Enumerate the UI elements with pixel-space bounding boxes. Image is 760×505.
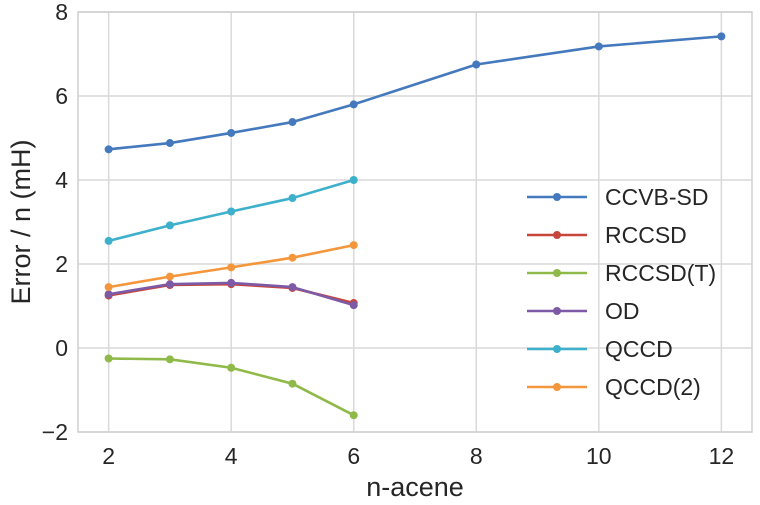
x-tick-label: 12 bbox=[709, 443, 735, 469]
data-point bbox=[227, 278, 236, 287]
x-tick-label: 10 bbox=[586, 443, 612, 469]
data-point bbox=[165, 139, 174, 148]
legend-entry: RCCSD(T) bbox=[527, 260, 716, 286]
legend-entry: QCCD(2) bbox=[527, 374, 701, 400]
series-rccsd-t bbox=[104, 354, 358, 420]
plot-frame bbox=[77, 11, 753, 433]
data-point bbox=[104, 283, 113, 292]
y-tick-labels: −2 0 2 4 6 8 bbox=[42, 0, 68, 445]
series-qccd bbox=[104, 176, 358, 245]
x-axis-label: n-acene bbox=[366, 472, 464, 500]
data-point bbox=[227, 207, 236, 216]
data-point bbox=[349, 301, 358, 310]
series-ccvb-sd bbox=[104, 32, 726, 154]
y-tick-label: 0 bbox=[55, 335, 68, 361]
data-point bbox=[288, 253, 297, 262]
y-tick-label: 2 bbox=[55, 251, 68, 277]
y-tick-label: −2 bbox=[42, 419, 68, 445]
x-tick-labels: 2 4 6 8 10 12 bbox=[102, 443, 734, 469]
series-layer bbox=[104, 32, 726, 420]
data-point bbox=[349, 411, 358, 420]
data-point bbox=[288, 118, 297, 127]
data-point bbox=[472, 60, 481, 69]
legend-swatch-marker bbox=[553, 269, 561, 277]
series-line bbox=[108, 35, 722, 151]
data-point bbox=[165, 280, 174, 289]
data-point bbox=[227, 263, 236, 272]
x-tick-label: 2 bbox=[102, 443, 115, 469]
y-axis-label: Error / n (mH) bbox=[6, 140, 36, 305]
x-tick-label: 6 bbox=[347, 443, 360, 469]
data-point bbox=[594, 42, 603, 51]
legend-entry: CCVB-SD bbox=[527, 184, 709, 210]
data-point bbox=[165, 221, 174, 230]
data-point bbox=[104, 290, 113, 299]
data-point bbox=[104, 145, 113, 154]
x-tick-label: 4 bbox=[225, 443, 238, 469]
y-tick-label: 6 bbox=[55, 83, 68, 109]
data-point bbox=[717, 32, 726, 41]
legend-swatch-marker bbox=[553, 307, 561, 315]
series-qccd-2 bbox=[104, 241, 358, 292]
data-point bbox=[288, 194, 297, 203]
legend-swatch-marker bbox=[553, 383, 561, 391]
data-point bbox=[227, 363, 236, 372]
legend-label: RCCSD bbox=[605, 222, 687, 248]
legend: CCVB-SD RCCSD RCCSD(T) OD QCCD QCCD(2) bbox=[527, 184, 716, 400]
legend-entry: OD bbox=[527, 298, 640, 324]
data-point bbox=[165, 355, 174, 364]
legend-entry: RCCSD bbox=[527, 222, 687, 248]
data-point bbox=[104, 236, 113, 245]
data-point bbox=[227, 128, 236, 137]
legend-label: QCCD bbox=[605, 336, 673, 362]
legend-swatch-marker bbox=[553, 231, 561, 239]
legend-label: CCVB-SD bbox=[605, 184, 709, 210]
y-tick-label: 4 bbox=[55, 167, 68, 193]
legend-swatch-marker bbox=[553, 345, 561, 353]
x-tick-label: 8 bbox=[470, 443, 483, 469]
legend-swatch-marker bbox=[553, 193, 561, 201]
legend-label: QCCD(2) bbox=[605, 374, 701, 400]
series-od bbox=[104, 278, 358, 310]
data-point bbox=[104, 354, 113, 363]
data-point bbox=[165, 272, 174, 281]
data-point bbox=[349, 241, 358, 250]
data-point bbox=[349, 100, 358, 109]
legend-entry: QCCD bbox=[527, 336, 673, 362]
data-point bbox=[288, 283, 297, 292]
data-point bbox=[349, 176, 358, 184]
legend-label: RCCSD(T) bbox=[605, 260, 716, 286]
y-tick-label: 8 bbox=[55, 0, 68, 25]
data-point bbox=[288, 379, 297, 388]
legend-label: OD bbox=[605, 298, 640, 324]
